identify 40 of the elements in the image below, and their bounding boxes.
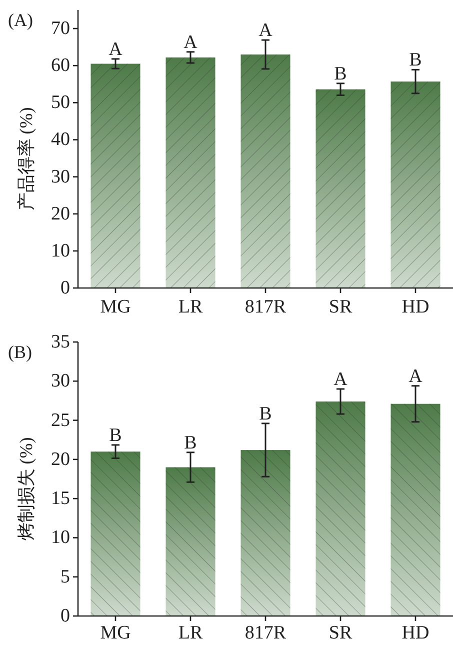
annotation: A (334, 368, 348, 390)
y-tick-label: 15 (51, 488, 70, 510)
annotation: B (109, 424, 122, 446)
x-tick-label: 817R (244, 622, 286, 644)
annotation: A (258, 20, 273, 42)
x-tick-label: HD (402, 296, 430, 318)
annotation: B (334, 63, 347, 84)
y-tick-label: 20 (51, 203, 70, 224)
chart-title: (A) (8, 10, 33, 30)
y-tick-label: 35 (51, 332, 70, 352)
annotation: B (409, 50, 422, 71)
annotation: B (184, 432, 197, 454)
y-axis-title: 产品得率 (%) (16, 107, 36, 211)
chart-title: (B) (8, 342, 32, 362)
annotation: B (259, 403, 272, 424)
annotation: A (184, 32, 198, 53)
y-tick-label: 25 (51, 410, 70, 431)
annotation: A (108, 38, 123, 60)
y-tick-label: 60 (51, 55, 70, 76)
annotation: A (408, 366, 423, 387)
x-tick-label: MG (100, 296, 132, 318)
y-axis-title: 烤制损失 (%) (16, 437, 36, 541)
y-tick-label: 0 (60, 278, 70, 298)
y-tick-label: 10 (51, 527, 70, 548)
y-tick-label: 20 (51, 448, 70, 470)
y-tick-label: 30 (51, 166, 70, 188)
x-tick-label: MG (100, 622, 132, 644)
x-tick-label: 817R (244, 296, 286, 318)
y-tick-label: 5 (60, 566, 70, 588)
x-tick-label: SR (328, 622, 352, 644)
x-tick-label: SR (328, 296, 352, 318)
x-tick-label: LR (178, 622, 203, 644)
y-tick-label: 70 (51, 18, 70, 40)
y-tick-label: 40 (51, 129, 70, 150)
y-tick-label: 50 (51, 92, 70, 114)
x-tick-label: LR (178, 296, 203, 318)
x-tick-label: HD (402, 622, 430, 644)
y-tick-label: 0 (60, 606, 70, 626)
y-tick-label: 30 (51, 370, 70, 392)
y-tick-label: 10 (51, 240, 70, 262)
